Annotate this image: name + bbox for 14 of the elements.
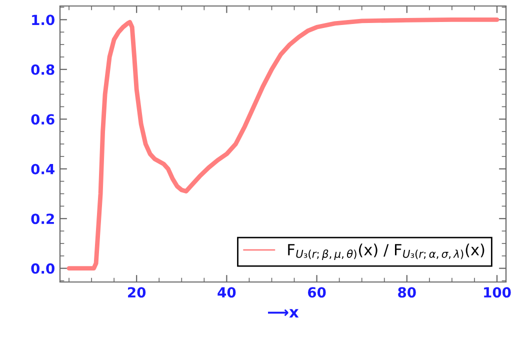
y-tick-label: 0.6 (31, 114, 54, 125)
legend-label: F$_{U₃(r;β,μ,θ)}$(x) / F$_{U₃(r;α,σ,λ)}$(x) (288, 244, 484, 260)
x-axis-title: ⟶x (268, 309, 299, 318)
y-tick-label: 0.2 (31, 214, 54, 224)
x-tick-label: 40 (218, 287, 236, 298)
x-tick-label: 80 (398, 287, 416, 298)
y-tick-label: 0.8 (31, 64, 54, 75)
y-tick-label: 0.0 (31, 263, 54, 274)
x-tick-label: 60 (308, 287, 326, 298)
line-series (66, 17, 500, 271)
x-tick-label: 100 (484, 287, 511, 298)
y-tick-label: 0.4 (31, 164, 54, 174)
x-tick-label: 20 (128, 287, 146, 298)
y-tick-label: 1.0 (32, 14, 54, 26)
